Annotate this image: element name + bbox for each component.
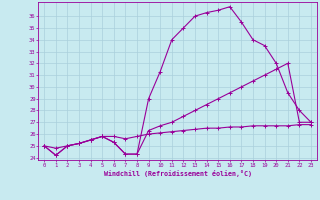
X-axis label: Windchill (Refroidissement éolien,°C): Windchill (Refroidissement éolien,°C) — [104, 170, 252, 177]
